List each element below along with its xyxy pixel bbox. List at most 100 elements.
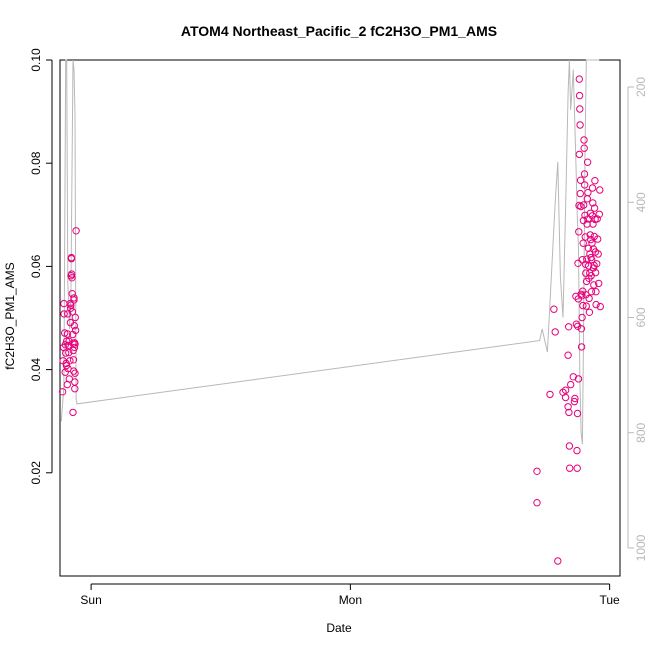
data-point (587, 288, 596, 296)
data-point (69, 356, 78, 364)
data-point (592, 300, 600, 309)
data-point (593, 260, 601, 268)
data-point (596, 186, 604, 194)
data-point (588, 184, 597, 192)
data-point (585, 308, 594, 316)
data-point (579, 301, 587, 310)
data-point (68, 290, 76, 298)
data-point (60, 310, 68, 318)
data-point (546, 390, 554, 399)
data-point (574, 322, 582, 330)
y-tick-label: 0.04 (29, 358, 43, 382)
data-point (71, 378, 79, 386)
data-point (71, 326, 80, 335)
plot-frame (59, 59, 621, 577)
data-point (573, 409, 582, 418)
data-point (68, 270, 76, 278)
data-point (71, 369, 79, 377)
y-tick-label: 0.08 (29, 151, 43, 175)
data-point (561, 386, 570, 394)
data-point (573, 446, 581, 455)
data-point (595, 210, 603, 219)
data-point (573, 464, 581, 472)
data-point (551, 328, 559, 336)
data-point (69, 408, 77, 417)
data-point (584, 262, 593, 270)
data-point (585, 294, 593, 303)
data-point (564, 403, 572, 411)
data-point (594, 235, 602, 243)
data-point (575, 228, 583, 236)
data-point (72, 227, 80, 235)
data-point (61, 349, 70, 357)
data-point (577, 325, 586, 333)
data-point (586, 231, 594, 239)
y2-tick-label: 400 (634, 192, 648, 212)
data-point (574, 259, 582, 267)
data-point (63, 330, 72, 338)
data-point (564, 351, 572, 359)
data-points-layer (58, 75, 604, 565)
data-point (71, 340, 79, 348)
data-point (65, 375, 74, 383)
y2-tick-label: 200 (634, 77, 648, 97)
data-point (591, 268, 600, 277)
data-point (58, 388, 67, 396)
data-point (62, 337, 71, 345)
data-point (571, 394, 579, 403)
data-point (580, 170, 589, 178)
altitude-line (60, 59, 600, 445)
data-point (550, 305, 558, 313)
data-point (554, 557, 562, 565)
data-point (567, 380, 575, 389)
x-tick-label: Sun (80, 593, 101, 607)
y-axis-label: fC2H3O_PM1_AMS (3, 262, 17, 369)
data-point (579, 239, 587, 247)
data-point (66, 357, 74, 365)
data-point (584, 188, 592, 197)
x-tick-label: Mon (339, 593, 362, 607)
data-point (582, 302, 590, 310)
x-tick-label: Tue (600, 593, 621, 607)
data-point (580, 201, 588, 209)
data-point (565, 442, 574, 450)
data-point (576, 105, 584, 113)
y2-tick-label: 600 (634, 307, 648, 327)
data-point (589, 220, 597, 228)
data-point (593, 215, 601, 223)
data-point (71, 313, 80, 322)
data-point (576, 189, 584, 198)
data-point (67, 255, 76, 263)
data-point (577, 343, 586, 351)
data-point (565, 408, 573, 417)
y2-tick-label: 800 (634, 422, 648, 442)
y-tick-label: 0.02 (29, 461, 43, 485)
data-point (66, 304, 75, 312)
data-point (594, 250, 602, 258)
data-point (576, 121, 584, 129)
x-axis-label: Date (326, 621, 352, 635)
data-point (596, 302, 604, 311)
data-point (65, 348, 73, 357)
data-point (574, 375, 583, 383)
data-point (591, 177, 599, 185)
chart-title: ATOM4 Northeast_Pacific_2 fC2H3O_PM1_AMS (181, 23, 497, 39)
data-point (65, 337, 73, 345)
data-point (70, 296, 78, 304)
data-point (533, 467, 541, 475)
data-point (71, 385, 79, 393)
data-point (580, 144, 588, 152)
data-point (585, 274, 593, 282)
altitude-line-layer (60, 59, 600, 445)
data-point (595, 279, 603, 288)
data-point (68, 308, 77, 316)
y-tick-label: 0.06 (29, 254, 43, 278)
data-point (570, 397, 579, 406)
data-point (590, 281, 598, 289)
data-point (561, 393, 570, 402)
data-point (533, 499, 541, 507)
data-point (581, 181, 589, 189)
data-point (578, 313, 586, 322)
